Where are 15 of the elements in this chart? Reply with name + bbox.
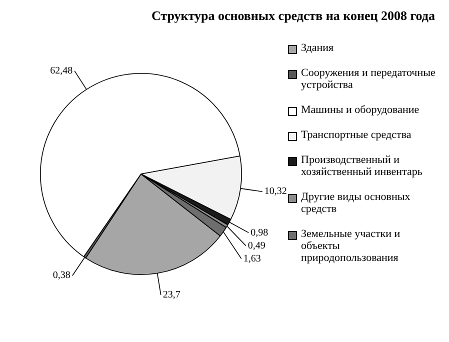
legend-label: Машины и оборудование — [301, 104, 420, 116]
data-label: 0,38 — [52, 270, 70, 282]
data-label: 23,7 — [162, 290, 180, 301]
data-label: 0,98 — [250, 227, 268, 238]
data-label: 62,48 — [50, 66, 73, 77]
legend-label: Здания — [301, 42, 334, 54]
legend-label: Другие виды основных средств — [301, 191, 412, 215]
legend-label: Производственный и хозяйственный инвентарь — [301, 154, 424, 178]
legend-label: Транспортные средства — [301, 129, 412, 141]
chart-title: Структура основных средств на конец 2008 года — [150, 8, 436, 24]
legend-label: Земельные участки и объекты природопользования — [301, 228, 402, 264]
data-label: 10,32 — [264, 186, 287, 198]
data-label: 0,49 — [248, 240, 266, 252]
data-label: 1,63 — [243, 253, 261, 264]
legend-label: Сооружения и передаточные устройства — [301, 67, 436, 91]
